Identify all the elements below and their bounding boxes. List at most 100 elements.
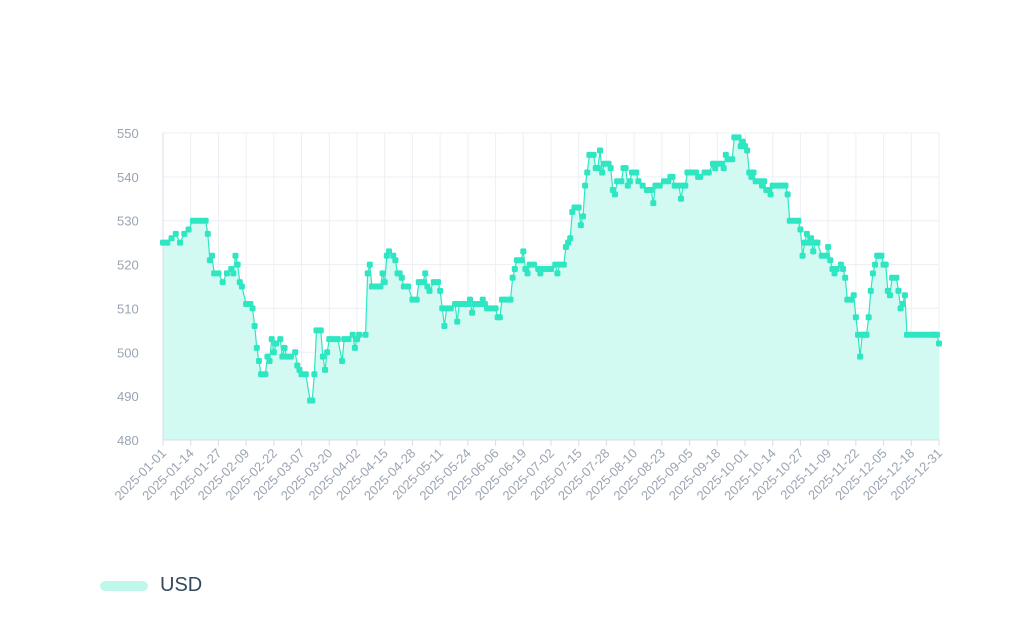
y-tick-label: 530 [117, 214, 139, 229]
data-point [437, 287, 444, 294]
data-point [878, 252, 885, 259]
data-point [272, 340, 279, 347]
data-point [496, 314, 503, 321]
data-point [447, 305, 454, 312]
data-point [825, 244, 832, 251]
data-point [682, 182, 689, 189]
data-point [172, 230, 179, 237]
data-point [842, 274, 849, 281]
y-tick-label: 490 [117, 389, 139, 404]
data-point [177, 239, 184, 246]
data-point [933, 331, 940, 338]
data-point [426, 287, 433, 294]
data-point [435, 279, 442, 286]
data-point [251, 322, 258, 329]
data-point [795, 217, 802, 224]
data-point [492, 305, 499, 312]
y-tick-label: 540 [117, 170, 139, 185]
data-point [518, 257, 525, 264]
data-point [209, 252, 216, 259]
data-point [232, 252, 239, 259]
data-point [302, 371, 309, 378]
data-point [633, 169, 640, 176]
data-point [168, 235, 175, 242]
series-points [160, 134, 942, 404]
data-point [833, 265, 840, 272]
data-point [567, 235, 574, 242]
data-point [635, 178, 642, 185]
data-point [622, 165, 629, 172]
data-point [262, 371, 269, 378]
data-point [524, 270, 531, 277]
data-point [799, 252, 806, 259]
legend-swatch [100, 580, 148, 591]
data-point [398, 274, 405, 281]
data-point [345, 336, 352, 343]
data-point [351, 344, 358, 351]
data-point [594, 165, 601, 172]
data-point [317, 327, 324, 334]
data-point [886, 292, 893, 299]
data-point [287, 353, 294, 360]
data-point [560, 261, 567, 268]
data-point [349, 331, 356, 338]
data-point [823, 252, 830, 259]
data-point [626, 178, 633, 185]
data-point [735, 134, 742, 141]
data-point [669, 173, 676, 180]
data-point [292, 349, 299, 356]
data-point [356, 331, 363, 338]
data-point [744, 147, 751, 154]
data-point [234, 261, 241, 268]
data-point [548, 265, 554, 272]
data-point [899, 301, 906, 308]
data-point [697, 173, 704, 180]
data-point [511, 265, 518, 272]
data-point [466, 296, 473, 303]
data-point [164, 239, 171, 246]
data-point [392, 257, 399, 264]
y-tick-label: 480 [117, 433, 139, 448]
data-point [803, 230, 810, 237]
data-point [202, 217, 209, 224]
data-point [554, 270, 561, 277]
data-point [223, 270, 230, 277]
data-point [255, 358, 262, 365]
data-point [582, 182, 589, 189]
data-point [238, 283, 245, 290]
data-point [882, 261, 889, 268]
data-point [936, 340, 942, 347]
data-point [334, 336, 341, 343]
data-point [422, 270, 429, 277]
data-point [530, 261, 537, 268]
data-point [814, 239, 821, 246]
data-point [309, 397, 316, 404]
data-point [507, 296, 514, 303]
series-area-fill [163, 137, 939, 440]
data-point [597, 147, 604, 154]
data-point [840, 265, 847, 272]
data-point [579, 213, 586, 220]
data-point [266, 358, 273, 365]
data-point [705, 169, 712, 176]
data-point [413, 296, 420, 303]
data-point [575, 204, 582, 211]
data-point [377, 283, 384, 290]
data-point [181, 230, 188, 237]
legend: USD [100, 574, 202, 597]
data-point [311, 371, 318, 378]
data-point [872, 261, 879, 268]
data-point [611, 191, 618, 198]
data-point [639, 182, 646, 189]
data-point [215, 270, 222, 277]
data-point [185, 226, 192, 233]
data-point [381, 279, 388, 286]
data-point [270, 349, 277, 356]
axes [162, 133, 940, 446]
data-point [509, 274, 516, 281]
data-point [379, 270, 386, 277]
data-point [420, 279, 427, 286]
data-point [362, 331, 369, 338]
data-point [277, 336, 284, 343]
